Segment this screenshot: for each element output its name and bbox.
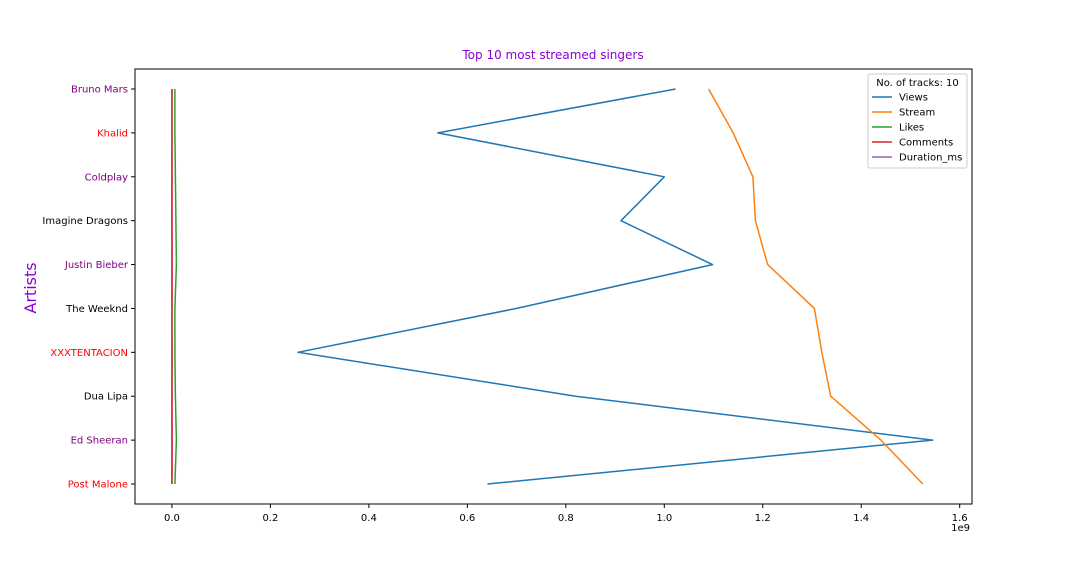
y-category-label: Justin Bieber bbox=[64, 260, 129, 271]
legend-entry-label: Stream bbox=[899, 108, 935, 119]
x-tick-label: 0.6 bbox=[459, 513, 475, 524]
legend-entry-label: Likes bbox=[899, 123, 924, 134]
y-category-label: Khalid bbox=[97, 128, 128, 139]
series-lines bbox=[172, 89, 933, 484]
legend-entry-label: Duration_ms bbox=[899, 153, 962, 164]
x-tick-label: 0.8 bbox=[558, 513, 574, 524]
y-axis: Bruno Mars Khalid Coldplay Imagine Dragons J… bbox=[42, 85, 135, 491]
legend-entry-label: Views bbox=[899, 93, 928, 104]
y-category-label: XXXTENTACION bbox=[50, 348, 128, 359]
x-axis-offset-label: 1e9 bbox=[951, 523, 970, 534]
y-category-label: Dua Lipa bbox=[84, 392, 128, 403]
x-tick-label: 0.0 bbox=[164, 513, 180, 524]
plot-area-frame bbox=[135, 69, 972, 504]
x-tick-label: 0.4 bbox=[361, 513, 377, 524]
y-category-label: The Weeknd bbox=[65, 304, 128, 315]
series-line-views bbox=[298, 89, 933, 484]
x-tick-label: 1.0 bbox=[656, 513, 672, 524]
legend-entry-label: Comments bbox=[899, 138, 953, 149]
y-category-label: Imagine Dragons bbox=[42, 216, 128, 227]
legend: No. of tracks: 10 Views Stream Likes Comment… bbox=[868, 74, 967, 168]
y-category-label: Ed Sheeran bbox=[71, 436, 128, 447]
x-tick-label: 1.4 bbox=[853, 513, 869, 524]
chart-title: Top 10 most streamed singers bbox=[461, 48, 643, 62]
series-line-likes bbox=[175, 89, 177, 484]
x-tick-label: 0.2 bbox=[262, 513, 278, 524]
y-axis-label: Artists bbox=[21, 262, 40, 313]
y-category-label: Coldplay bbox=[85, 172, 128, 183]
legend-title: No. of tracks: 10 bbox=[876, 78, 959, 89]
x-tick-label: 1.2 bbox=[755, 513, 771, 524]
y-category-label: Post Malone bbox=[68, 480, 128, 491]
y-category-label: Bruno Mars bbox=[71, 85, 128, 96]
